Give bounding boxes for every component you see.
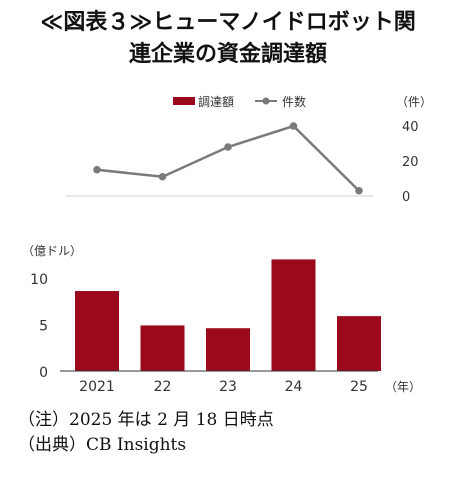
line-series-path (96, 124, 360, 192)
line-series (93, 122, 363, 195)
line-point-22 (158, 172, 167, 181)
x-axis-labels: 2021 22 23 24 25 (79, 379, 368, 395)
line-point-24 (289, 122, 298, 130)
bar-series (75, 259, 381, 371)
legend-bar-label: 調達額 (198, 95, 234, 109)
bar-axis-tick: 5 (39, 319, 48, 335)
line-point-23 (224, 143, 232, 151)
bar-axis-ticks: 0 5 10 (30, 272, 48, 381)
line-axis-tick: 0 (402, 190, 410, 205)
bar-25 (337, 316, 381, 371)
x-axis-unit-label: （年） (385, 380, 421, 394)
bar-22 (140, 325, 185, 371)
line-point-25 (355, 186, 363, 195)
bar-axis-tick: 10 (30, 272, 48, 288)
x-tick-label: 25 (350, 379, 368, 395)
bar-axis-unit-label: （億ドル） (22, 244, 82, 258)
x-tick-label: 24 (285, 379, 303, 395)
x-tick-label: 22 (154, 379, 172, 395)
bar-24 (271, 259, 316, 371)
line-axis-tick: 40 (402, 120, 419, 135)
combo-chart: 調達額 件数 （件） 0 20 40 （億ドル） 0 5 10 2021 22 23 24 25… (22, 94, 432, 395)
x-tick-label: 2021 (79, 379, 115, 395)
bar-2021 (75, 291, 119, 371)
chart-title-line-2: 連企業の資金調達額 (128, 42, 327, 67)
x-tick-label: 23 (219, 379, 237, 395)
legend-line-marker (262, 97, 270, 105)
footnote-source: （出典）CB Insights (18, 435, 187, 455)
line-point-2021 (93, 165, 101, 174)
line-axis-unit-label: （件） (396, 95, 432, 109)
line-axis-tick: 20 (402, 155, 419, 170)
chart-title-line-1: ≪図表３≫ヒューマノイドロボット関 (40, 10, 416, 35)
bar-23 (206, 328, 250, 371)
legend-bar-swatch (173, 97, 195, 105)
legend: 調達額 件数 (173, 94, 306, 109)
legend-line-label: 件数 (282, 94, 306, 109)
bar-axis-tick: 0 (39, 365, 48, 381)
footnote-note: （注）2025 年は 2 月 18 日時点 (18, 410, 274, 430)
footnotes: （注）2025 年は 2 月 18 日時点 （出典）CB Insights (18, 408, 274, 458)
line-axis-ticks: 0 20 40 (402, 120, 419, 205)
